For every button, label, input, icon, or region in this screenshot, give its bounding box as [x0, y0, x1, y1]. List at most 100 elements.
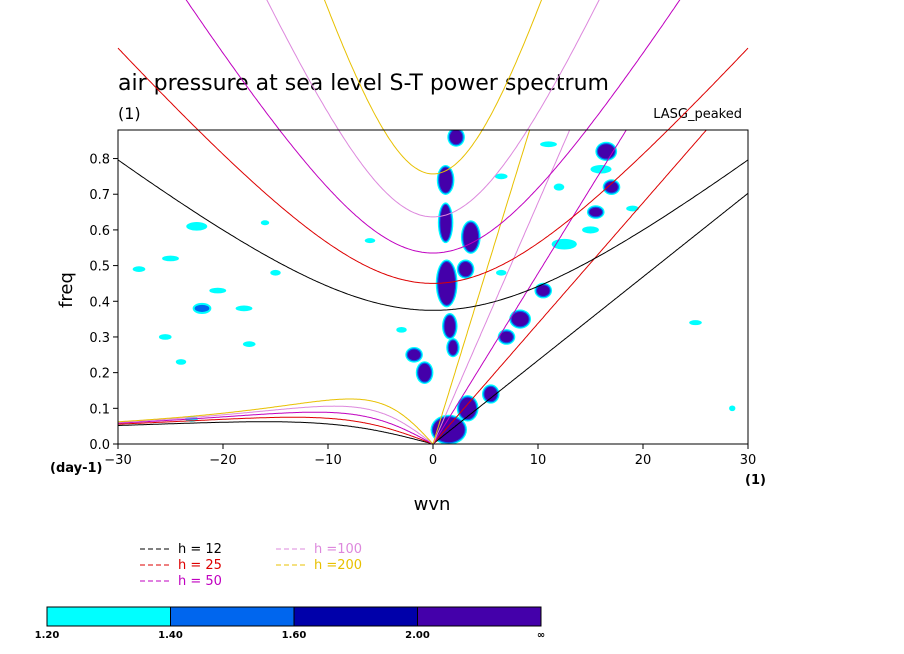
legend: h = 12 h = 25 h = 50 h =100 h =200: [140, 542, 362, 589]
x-tick-label: 10: [530, 453, 547, 468]
colorbar-segment: [170, 606, 295, 627]
dispersion-curve-h200: [323, 0, 543, 175]
dispersion-curve-h50: [185, 0, 681, 254]
spectral-blob: [729, 405, 736, 412]
plot-frame: [117, 129, 749, 445]
dispersion-curve-h50: [118, 411, 434, 444]
legend-label-h50: h = 50: [178, 574, 222, 589]
spectral-blob: [235, 305, 253, 312]
x-tick-label: −20: [209, 453, 236, 468]
colorbar-label: ∞: [537, 630, 545, 641]
dispersion-curve-h100: [432, 130, 571, 444]
spectral-blob: [589, 207, 603, 217]
colorbar-label: 2.00: [405, 630, 430, 641]
spectral-blob: [582, 226, 599, 234]
spectral-blob: [444, 315, 456, 337]
y-tick-label: 0.4: [89, 295, 110, 310]
spectral-blob: [162, 255, 179, 262]
spectral-blob: [260, 220, 270, 226]
x-tick-label: 20: [635, 453, 652, 468]
spectral-blob: [396, 326, 407, 333]
y-axis-ticks: 0.0 0.1 0.2 0.3 0.4 0.5 0.6 0.7 0.8: [89, 153, 118, 453]
dispersion-curve-h12: [117, 159, 749, 311]
colorbar-label: 1.40: [158, 630, 183, 641]
x-tick-label: −10: [314, 453, 341, 468]
spectral-blob: [407, 349, 421, 361]
y-tick-label: 0.3: [89, 331, 110, 346]
x-right-unit-label: (1): [745, 473, 766, 488]
spectral-blob: [511, 311, 529, 327]
legend-label-h200: h =200: [314, 558, 362, 573]
dispersion-curve-h12: [118, 421, 434, 444]
spectral-blob: [175, 359, 187, 365]
y-tick-label: 0.1: [89, 402, 110, 417]
spectral-blob: [494, 173, 508, 180]
dispersion-curve-h200: [118, 398, 434, 444]
colorbar: 1.20 1.40 1.60 2.00 ∞: [35, 606, 545, 641]
spectral-blob: [418, 363, 431, 382]
legend-label-h100: h =100: [314, 542, 362, 557]
spectral-blob: [496, 269, 507, 276]
spectral-blob: [433, 417, 465, 443]
x-tick-label: −30: [104, 453, 131, 468]
dispersion-curve-h12: [432, 192, 748, 444]
dispersion-curve-h25: [432, 130, 708, 444]
dispersion-curve-h25: [117, 47, 749, 284]
legend-label-h25: h = 25: [178, 558, 222, 573]
x-unit-label: (day-1): [50, 461, 102, 476]
spectral-blob: [440, 204, 451, 241]
legend-label-h12: h = 12: [178, 542, 222, 557]
y-tick-label: 0.7: [89, 188, 110, 203]
dispersion-curve-h200: [432, 130, 531, 444]
y-tick-label: 0.6: [89, 224, 110, 239]
spectral-blob: [270, 269, 281, 276]
dispersion-curves-outside: [117, 0, 749, 311]
spectral-blob: [597, 144, 615, 159]
dispersion-curve-h50: [432, 130, 627, 444]
dispersion-curve-h100: [118, 405, 434, 444]
y-axis-label: freq: [56, 272, 77, 308]
colorbar-label: 1.20: [35, 630, 60, 641]
spectral-blob: [194, 304, 210, 312]
y-tick-label: 0.0: [89, 438, 110, 453]
spectral-blob: [242, 341, 256, 347]
spectral-blob: [158, 334, 172, 340]
spectral-blob: [500, 331, 513, 343]
spectral-blob: [484, 386, 498, 402]
spectral-blob: [459, 262, 472, 277]
spectral-blob: [626, 205, 639, 212]
spectral-blob: [449, 130, 463, 145]
colorbar-label: 1.60: [282, 630, 307, 641]
colorbar-segment: [293, 606, 418, 627]
chart-subtitle-left: (1): [118, 104, 141, 123]
x-tick-label: 30: [740, 453, 757, 468]
spectral-blob: [553, 183, 565, 191]
spectral-blob: [590, 164, 612, 174]
spectral-blob: [448, 340, 458, 355]
spectral-blob: [551, 238, 577, 250]
spectral-blob: [438, 262, 456, 305]
spectral-blob: [605, 181, 618, 193]
colorbar-segment: [46, 606, 171, 627]
y-tick-label: 0.8: [89, 153, 110, 168]
chart-subtitle-right: LASG_peaked: [653, 107, 742, 122]
y-tick-label: 0.2: [89, 367, 110, 382]
spectral-blob: [536, 285, 550, 296]
y-tick-label: 0.5: [89, 260, 110, 275]
spectral-blob: [364, 238, 376, 244]
spectral-blob: [689, 320, 702, 326]
spectral-blob: [540, 141, 557, 148]
x-axis-label: wvn: [414, 494, 451, 515]
spectral-blob: [439, 167, 452, 193]
spectral-blob: [132, 266, 146, 273]
dispersion-curve-h100: [266, 0, 600, 218]
dispersion-curve-h25: [118, 416, 434, 444]
spectral-blob: [186, 222, 208, 231]
spectral-blob: [209, 287, 227, 294]
x-axis-ticks: −30 −20 −10 0 10 20 30: [104, 444, 756, 468]
spectral-blob: [463, 222, 479, 252]
colorbar-segment: [417, 606, 542, 627]
dispersion-curves: [118, 130, 748, 444]
spectrum-blobs: [132, 130, 736, 444]
